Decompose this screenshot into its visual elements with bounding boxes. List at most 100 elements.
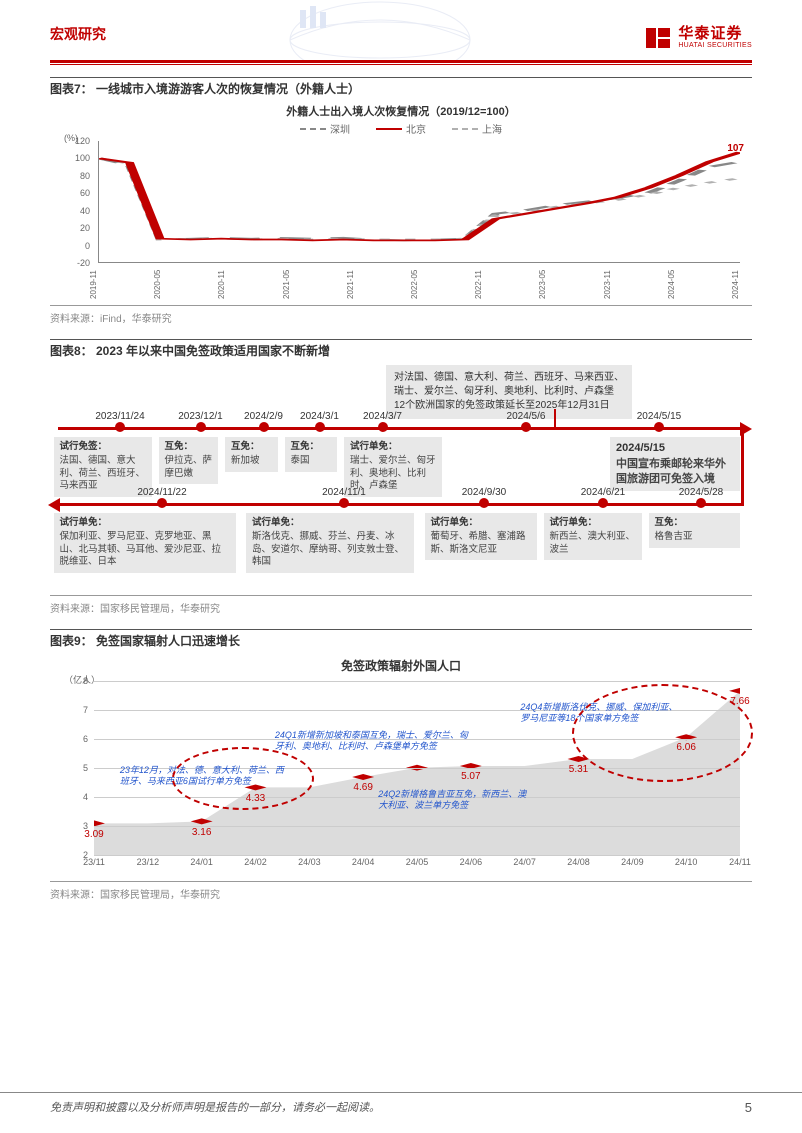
header-rule (50, 60, 752, 63)
timeline-box: 互免：泰国 (285, 437, 338, 472)
x-tick: 2024-05 (667, 270, 676, 299)
timeline-box: 试行单免：葡萄牙、希腊、塞浦路斯、斯洛文尼亚 (425, 513, 537, 560)
x-tick: 24/05 (406, 855, 429, 867)
timeline-date: 2023/12/1 (178, 411, 223, 422)
x-tick: 24/09 (621, 855, 644, 867)
footer-disclaimer: 免责声明和披露以及分析师声明是报告的一部分，请务必一起阅读。 (50, 1099, 380, 1115)
fig9-chart-title: 免签政策辐射外国人口 (50, 653, 752, 674)
chart-annotation: 24Q1新增新加坡和泰国互免，瑞士、爱尔兰、匈牙利、奥地利、比利时、卢森堡单方免… (275, 730, 475, 753)
x-tick: 2022-05 (410, 270, 419, 299)
y-tick: 0 (85, 241, 90, 251)
fig7-plot: 107 (98, 141, 740, 263)
highlight-circle (572, 684, 753, 781)
highlight-circle (172, 747, 314, 810)
x-tick: 24/11 (729, 855, 751, 867)
timeline-date: 2024/11/1 (322, 487, 366, 498)
x-tick: 23/11 (83, 855, 105, 867)
x-tick: 24/04 (352, 855, 375, 867)
figure-7: 图表7： 一线城市入境游游客人次的恢复情况（外籍人士） 外籍人士出入境人次恢复情… (50, 77, 752, 325)
y-tick: 8 (83, 676, 94, 686)
y-tick: 40 (80, 206, 90, 216)
timeline-date: 2024/5/28 (679, 487, 724, 498)
fig8-caption: 图表8： 2023 年以来中国免签政策适用国家不断新增 (50, 342, 330, 359)
logo-text-cn: 华泰证券 (678, 26, 752, 43)
timeline-box: 2024/5/15中国宣布乘邮轮来华外国旅游团可免签入境 (610, 437, 740, 491)
fig7-chart-title: 外籍人士出入境人次恢复情况（2019/12=100） (50, 101, 752, 119)
x-tick: 24/07 (513, 855, 536, 867)
chart-annotation: 24Q2新增格鲁吉亚互免，新西兰、澳大利亚、波兰单方免签 (378, 789, 528, 812)
timeline-box: 互免：格鲁吉亚 (649, 513, 740, 548)
timeline-date: 2024/11/22 (137, 487, 186, 498)
legend-item: 深圳 (300, 121, 350, 136)
timeline-date: 2024/3/7 (363, 411, 402, 422)
x-tick: 2023-11 (603, 270, 612, 299)
timeline-date: 2024/2/9 (244, 411, 283, 422)
footer-page-number: 5 (745, 1100, 752, 1115)
x-tick: 2022-11 (474, 270, 483, 299)
figure-9: 图表9： 免签国家辐射人口迅速增长 免签政策辐射外国人口 （亿人） 234567… (50, 629, 752, 901)
brand-logo: 华泰证券 HUATAI SECURITIES (644, 24, 752, 52)
x-tick: 24/02 (244, 855, 267, 867)
timeline-date: 2024/5/15 (637, 411, 682, 422)
timeline-box: 试行单免：保加利亚、罗马尼亚、克罗地亚、黑山、北马其顿、马耳他、爱沙尼亚、拉脱维… (54, 513, 236, 573)
x-tick: 2020-11 (217, 270, 226, 299)
timeline-date: 2024/9/30 (462, 487, 507, 498)
x-tick: 24/10 (675, 855, 698, 867)
data-point-label: 5.31 (569, 764, 588, 775)
y-tick: 6 (83, 734, 94, 744)
fig7-source: 资料来源：iFind，华泰研究 (50, 310, 752, 325)
y-tick: 20 (80, 223, 90, 233)
x-tick: 2019-11 (89, 270, 98, 299)
timeline-box: 试行单免：新西兰、澳大利亚、波兰 (544, 513, 642, 560)
y-tick: 120 (75, 136, 90, 146)
timeline-date: 2024/5/6 (507, 411, 546, 422)
timeline-date: 2023/11/24 (95, 411, 144, 422)
fig7-end-label: 107 (727, 143, 744, 154)
x-tick: 2024-11 (731, 270, 740, 299)
x-tick: 2020-05 (153, 270, 162, 299)
fig9-caption: 图表9： 免签国家辐射人口迅速增长 (50, 632, 240, 649)
data-point-label: 4.69 (353, 782, 372, 793)
y-tick: 100 (75, 153, 90, 163)
fig7-caption: 图表7： 一线城市入境游游客人次的恢复情况（外籍人士） (50, 80, 360, 97)
x-tick: 23/12 (137, 855, 160, 867)
y-tick: 80 (80, 171, 90, 181)
fig9-source: 资料来源：国家移民管理局，华泰研究 (50, 886, 752, 901)
y-tick: 7 (83, 705, 94, 715)
fig7-legend: 深圳 北京 上海 (50, 121, 752, 136)
figure-8: 图表8： 2023 年以来中国免签政策适用国家不断新增 对法国、德国、意大利、荷… (50, 339, 752, 615)
logo-text-en: HUATAI SECURITIES (678, 42, 752, 50)
timeline-date: 2024/6/21 (581, 487, 626, 498)
fig8-source: 资料来源：国家移民管理局，华泰研究 (50, 600, 752, 615)
x-tick: 24/01 (190, 855, 213, 867)
legend-item: 上海 (452, 121, 502, 136)
x-tick: 2021-11 (346, 270, 355, 299)
legend-item: 北京 (376, 121, 426, 136)
data-point-label: 3.09 (84, 829, 103, 840)
timeline-box: 试行单免：斯洛伐克、挪威、芬兰、丹麦、冰岛、安道尔、摩纳哥、列支敦士登、韩国 (246, 513, 414, 573)
y-tick: 5 (83, 763, 94, 773)
timeline-date: 2024/3/1 (300, 411, 339, 422)
y-tick: -20 (77, 258, 90, 268)
fig7-y-ticks: -20020406080100120 (50, 141, 94, 263)
data-point-label: 3.16 (192, 827, 211, 838)
x-tick: 24/06 (460, 855, 483, 867)
timeline-box: 互免：新加坡 (225, 437, 278, 472)
fig7-lines-svg (99, 141, 740, 262)
y-tick: 4 (83, 792, 94, 802)
fig9-plot: 234567823/1123/1224/0124/0224/0324/0424/… (94, 681, 740, 855)
fig7-chart: 外籍人士出入境人次恢复情况（2019/12=100） 深圳北京上海 (%) -2… (50, 101, 752, 301)
logo-icon (644, 24, 672, 52)
x-tick: 2021-05 (282, 270, 291, 299)
section-title: 宏观研究 (50, 24, 106, 44)
page-footer: 免责声明和披露以及分析师声明是报告的一部分，请务必一起阅读。 5 (0, 1092, 802, 1115)
data-point-label: 5.07 (461, 771, 480, 782)
fig9-chart: 免签政策辐射外国人口 （亿人） 234567823/1123/1224/0124… (50, 653, 752, 877)
x-tick: 24/03 (298, 855, 321, 867)
y-tick: 60 (80, 188, 90, 198)
x-tick: 24/08 (567, 855, 590, 867)
x-tick: 2023-05 (538, 270, 547, 299)
fig8-timeline: 对法国、德国、意大利、荷兰、西班牙、马来西亚、瑞士、爱尔兰、匈牙利、奥地利、比利… (50, 363, 752, 591)
fig7-x-ticks: 2019-112020-052020-112021-052021-112022-… (98, 265, 740, 301)
timeline-box: 互免：伊拉克、萨摩巴嫩 (159, 437, 219, 484)
